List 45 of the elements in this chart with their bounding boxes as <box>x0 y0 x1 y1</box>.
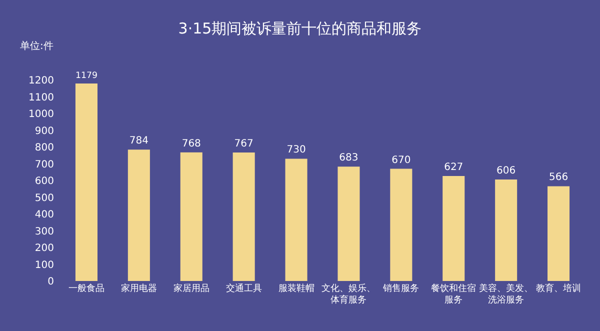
y-tick-label: 400 <box>34 210 54 220</box>
x-tick-label: 教育、培训 <box>536 283 582 294</box>
data-label: 730 <box>286 144 306 156</box>
chart-title: 3·15期间被诉量前十位的商品和服务 <box>178 20 422 38</box>
x-tick-label: 家居用品 <box>173 283 210 294</box>
bar <box>495 179 518 281</box>
data-label: 683 <box>339 152 358 164</box>
bar <box>285 158 308 281</box>
y-tick-label: 100 <box>34 260 54 271</box>
x-tick-label: 文化、娱乐、体育服务 <box>322 283 376 306</box>
x-tick-label: 美容、美发、洗浴服务 <box>479 283 534 306</box>
y-tick-label: 1000 <box>28 109 54 120</box>
x-tick-label: 服装鞋帽 <box>278 283 314 294</box>
data-label: 606 <box>496 165 516 176</box>
y-tick-label: 200 <box>34 243 54 254</box>
bar <box>232 152 255 281</box>
x-tick-label: 餐饮和住宿服务 <box>431 283 476 306</box>
data-label: 1179 <box>75 70 98 81</box>
y-axis-title: 单位:件 <box>20 40 54 52</box>
bar <box>548 186 570 281</box>
data-label: 670 <box>392 154 411 166</box>
y-tick-label: 0 <box>48 276 54 288</box>
bar <box>390 168 412 281</box>
y-tick-label: 300 <box>34 226 54 238</box>
data-label: 768 <box>182 138 201 150</box>
y-tick-label: 500 <box>34 192 54 204</box>
data-label: 627 <box>444 162 464 173</box>
x-tick-label: 家用电器 <box>120 283 157 294</box>
y-tick-label: 1100 <box>28 92 54 104</box>
x-tick-label: 一般食品 <box>68 283 104 294</box>
data-label: 566 <box>548 172 568 184</box>
x-tick-label: 交通工具 <box>226 283 262 294</box>
y-tick-label: 600 <box>34 176 54 187</box>
bar <box>128 150 150 281</box>
data-label: 767 <box>234 138 254 150</box>
bar <box>442 176 465 281</box>
y-tick-label: 700 <box>34 159 54 170</box>
y-tick-label: 900 <box>34 126 54 137</box>
x-tick-label: 销售服务 <box>382 283 420 294</box>
data-label: 784 <box>129 136 148 147</box>
y-tick-label: 1200 <box>28 76 54 86</box>
y-tick-label: 800 <box>34 142 54 154</box>
bar <box>338 166 360 281</box>
bar <box>180 152 202 281</box>
bar <box>75 84 98 281</box>
